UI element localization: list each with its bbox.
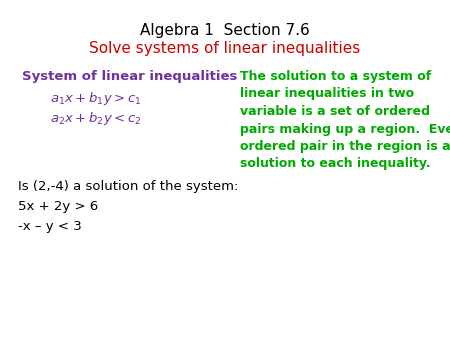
Text: 5x + 2y > 6: 5x + 2y > 6: [18, 200, 98, 213]
Text: $a_2x+b_2y < c_2$: $a_2x+b_2y < c_2$: [50, 110, 141, 127]
Text: $a_1x+b_1y > c_1$: $a_1x+b_1y > c_1$: [50, 90, 142, 107]
Text: Is (2,-4) a solution of the system:: Is (2,-4) a solution of the system:: [18, 180, 239, 193]
Text: Solve systems of linear inequalities: Solve systems of linear inequalities: [90, 41, 360, 56]
Text: System of linear inequalities: System of linear inequalities: [22, 70, 238, 83]
Text: -x – y < 3: -x – y < 3: [18, 220, 82, 233]
Text: The solution to a system of
linear inequalities in two
variable is a set of orde: The solution to a system of linear inequ…: [240, 70, 450, 170]
Text: Algebra 1  Section 7.6: Algebra 1 Section 7.6: [140, 23, 310, 38]
